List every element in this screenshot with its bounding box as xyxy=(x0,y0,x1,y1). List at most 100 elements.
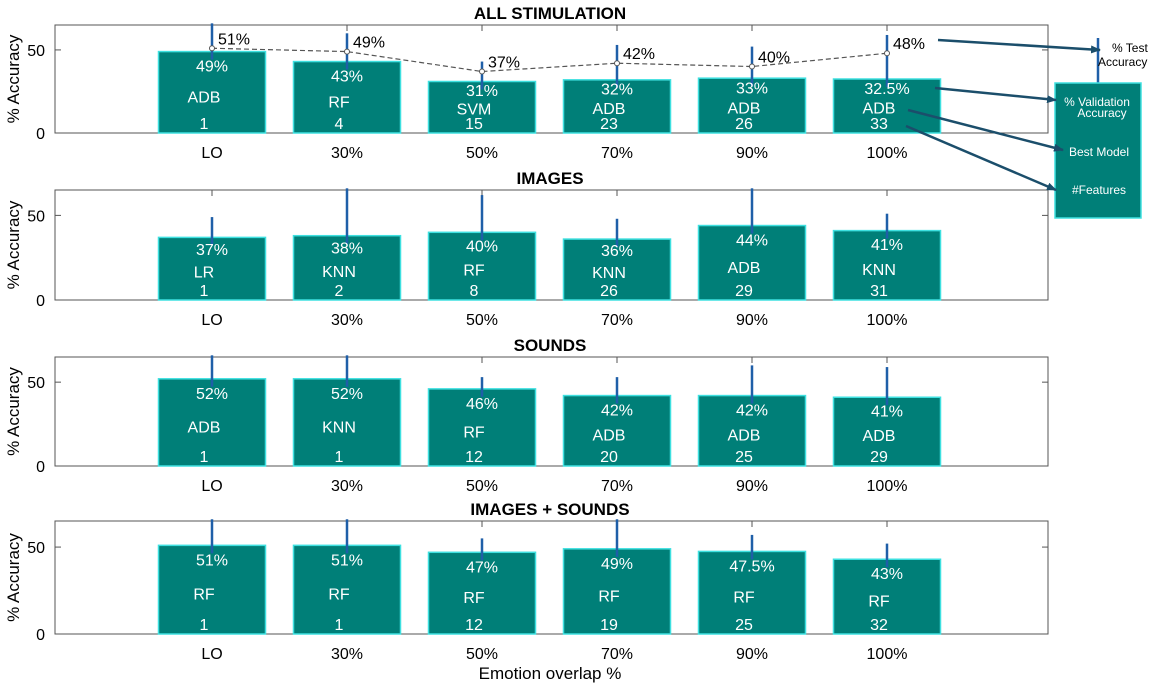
legend-features: #Features xyxy=(1072,183,1126,197)
bar xyxy=(832,558,942,635)
best-model-label: KNN xyxy=(322,264,356,281)
best-model-label: ADB xyxy=(863,101,896,118)
chart-panels: ALL STIMULATION % Accuracy 0 50 49% ADB 1 LO 43%… xyxy=(4,4,1049,663)
test-accuracy-label: 40% xyxy=(758,50,790,67)
bar xyxy=(157,378,267,467)
x-tick-label: 100% xyxy=(867,145,908,162)
chart-title: IMAGES xyxy=(516,169,583,188)
best-model-label: ADB xyxy=(593,101,626,118)
legend-arrow xyxy=(907,108,1064,152)
validation-accuracy-label: 42% xyxy=(601,402,633,419)
test-accuracy-point xyxy=(884,50,890,57)
x-tick-label: 50% xyxy=(466,312,498,329)
validation-accuracy-label: 51% xyxy=(331,552,363,569)
feature-count-label: 1 xyxy=(335,617,344,634)
test-accuracy-line xyxy=(211,47,888,73)
y-tick-label: 50 xyxy=(27,540,45,557)
bar xyxy=(697,224,807,301)
legend-validation-accuracy: % Validation xyxy=(1064,95,1130,109)
validation-accuracy-label: 47% xyxy=(466,559,498,576)
validation-accuracy-label: 38% xyxy=(331,241,363,258)
best-model-label: RF xyxy=(463,424,485,441)
x-tick-label: 90% xyxy=(736,312,768,329)
x-tick-label: 70% xyxy=(601,478,633,495)
test-accuracy-point xyxy=(749,63,755,70)
feature-count-label: 2 xyxy=(335,283,344,300)
bar xyxy=(697,550,807,635)
feature-count-label: 32 xyxy=(870,617,888,634)
feature-count-label: 12 xyxy=(465,617,483,634)
validation-accuracy-label: 49% xyxy=(601,556,633,573)
x-tick-label: 90% xyxy=(736,145,768,162)
legend-arrow xyxy=(934,86,1057,104)
legend-test-accuracy: % Test xyxy=(1112,41,1148,55)
y-axis-label: % Accuracy xyxy=(4,533,23,622)
x-tick-label: 50% xyxy=(466,478,498,495)
best-model-label: KNN xyxy=(862,262,896,279)
best-model-label: RF xyxy=(193,587,215,604)
validation-accuracy-label: 52% xyxy=(331,386,363,403)
bar xyxy=(832,78,942,134)
validation-accuracy-label: 52% xyxy=(196,386,228,403)
x-tick-label: 70% xyxy=(601,145,633,162)
bar xyxy=(292,234,402,301)
x-tick-label: 70% xyxy=(601,312,633,329)
feature-count-label: 1 xyxy=(200,617,209,634)
x-tick-label: 90% xyxy=(736,478,768,495)
x-tick-label: 30% xyxy=(331,646,363,663)
best-model-label: KNN xyxy=(592,265,626,282)
axes-box xyxy=(54,189,1049,301)
feature-count-label: 12 xyxy=(465,449,483,466)
validation-accuracy-label: 46% xyxy=(466,396,498,413)
feature-count-label: 25 xyxy=(735,617,753,634)
x-tick-label: 70% xyxy=(601,646,633,663)
bar xyxy=(562,238,672,301)
validation-accuracy-label: 40% xyxy=(466,238,498,255)
legend-arrow xyxy=(937,38,1101,54)
y-tick-label: 0 xyxy=(36,627,45,644)
x-tick-label: 30% xyxy=(331,478,363,495)
y-tick-label: 50 xyxy=(27,208,45,225)
bar xyxy=(697,77,807,134)
test-accuracy-label: 42% xyxy=(623,46,655,63)
axes-box xyxy=(54,356,1049,467)
best-model-label: ADB xyxy=(863,428,896,445)
test-accuracy-point xyxy=(479,68,485,75)
validation-accuracy-label: 42% xyxy=(736,402,768,419)
bar xyxy=(157,544,267,635)
validation-accuracy-label: 41% xyxy=(871,237,903,254)
x-tick-label: 90% xyxy=(736,646,768,663)
feature-count-label: 1 xyxy=(335,449,344,466)
feature-count-label: 15 xyxy=(465,116,483,133)
bar xyxy=(562,394,672,467)
x-tick-label: LO xyxy=(201,478,222,495)
feature-count-label: 1 xyxy=(200,449,209,466)
chart-title: SOUNDS xyxy=(514,336,587,355)
best-model-label: ADB xyxy=(728,100,761,117)
chart-panel-4: IMAGES + SOUNDS % Accuracy 0 50 51% RF 1 LO 51% R… xyxy=(4,500,1049,663)
x-tick-label: 30% xyxy=(331,145,363,162)
x-tick-label: 50% xyxy=(466,646,498,663)
test-accuracy-label: 37% xyxy=(488,55,520,72)
x-tick-label: 100% xyxy=(867,312,908,329)
best-model-label: ADB xyxy=(728,260,761,277)
chart-panel-2: IMAGES % Accuracy 0 50 37% LR 1 LO 38% KNN 2 30% 40%… xyxy=(4,169,1049,329)
bar xyxy=(427,551,537,635)
feature-count-label: 29 xyxy=(870,449,888,466)
y-tick-label: 0 xyxy=(36,126,45,143)
test-accuracy-label: 51% xyxy=(218,31,250,48)
x-tick-label: LO xyxy=(201,312,222,329)
bar xyxy=(427,231,537,301)
best-model-label: ADB xyxy=(728,428,761,445)
bar xyxy=(832,396,942,467)
legend-test-accuracy: Accuracy xyxy=(1098,55,1147,69)
feature-count-label: 1 xyxy=(200,116,209,133)
feature-count-label: 26 xyxy=(735,116,753,133)
best-model-label: ADB xyxy=(593,428,626,445)
best-model-label: RF xyxy=(328,94,350,111)
x-tick-label: LO xyxy=(201,646,222,663)
validation-accuracy-label: 31% xyxy=(466,83,498,100)
feature-count-label: 33 xyxy=(870,116,888,133)
